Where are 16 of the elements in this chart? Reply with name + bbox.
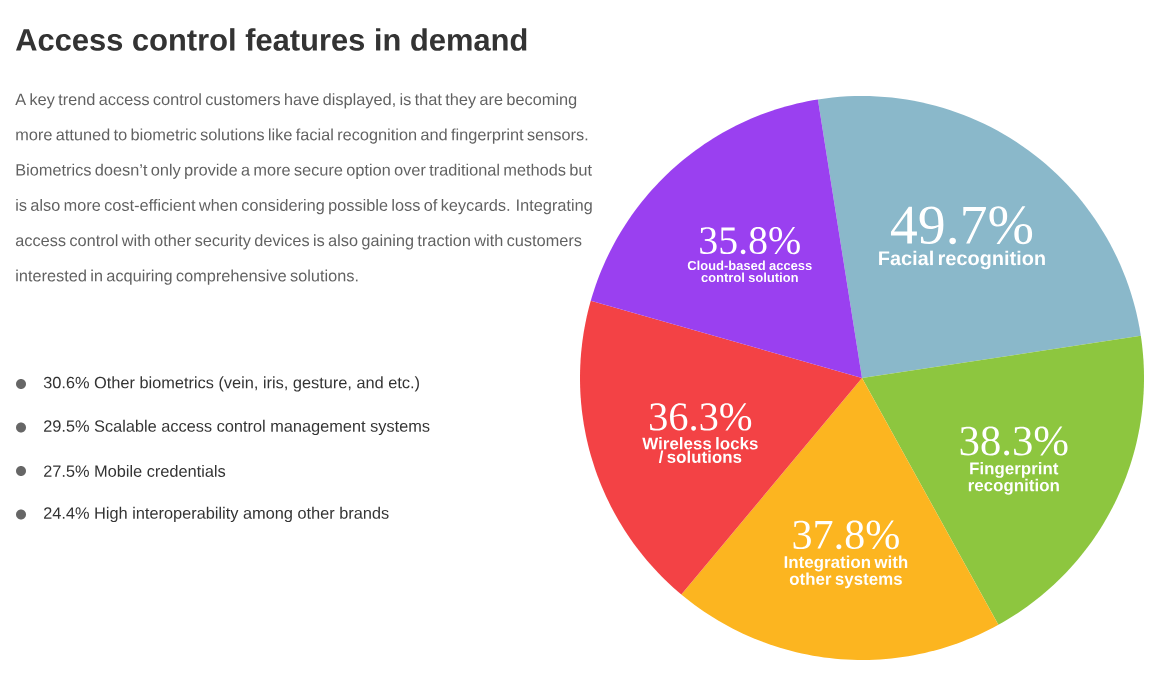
slice-label: Facial recognition (879, 250, 1045, 270)
slice-label: Cloud-based access control solution (687, 260, 812, 283)
slice-label: Wireless locks / solutions (642, 437, 758, 464)
text: 24.4% High interoperability among other brands (44, 506, 389, 523)
text: 27.5% Mobile credentials (44, 464, 226, 477)
data-label: 35.8% (700, 227, 800, 255)
slice-label: Integration with other systems (784, 555, 908, 589)
text: 29.5% Scalable access control management systems (44, 419, 430, 436)
text: A key trend access control customers have displayed, is that they are becoming more attuned to biometric solutions like facial recognition and fingerprint sensors. Biometrics doesn’t only provide a more secure option over traditional methods but is also more cost-efficient when considering possible loss of keycards. Integrating access control with other security devices is also gaining traction with customers interested in acquiring comprehensive solutions. (15, 93, 592, 285)
text: 30.6% Other biometrics (vein, iris, gesture, and etc.) (43, 376, 419, 392)
text: Access control features in demand (15, 28, 527, 51)
data-label: 49.7% (890, 206, 1033, 245)
data-label: 37.8% (793, 520, 899, 550)
data-label: 38.3% (960, 426, 1068, 456)
slice-label: Fingerprint recognition (968, 462, 1059, 495)
data-label: 36.3% (650, 403, 752, 431)
